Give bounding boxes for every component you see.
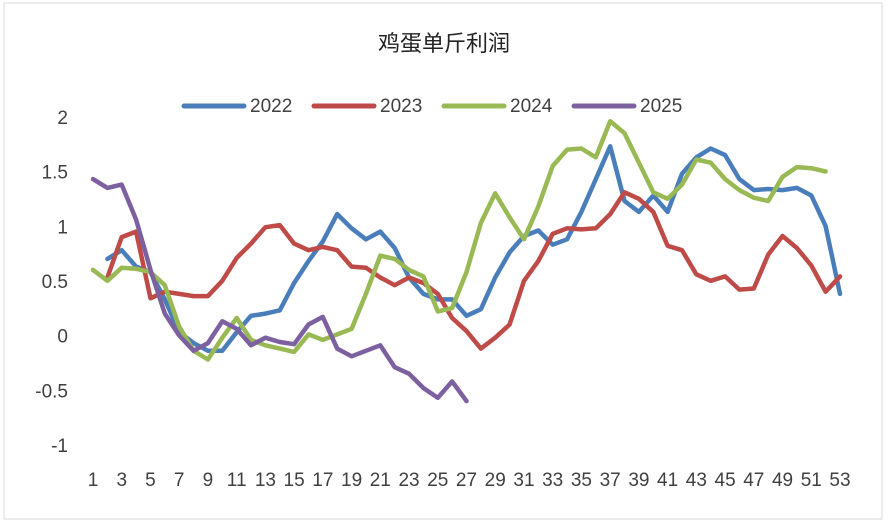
legend-label: 2022 (250, 96, 292, 117)
legend-label: 2024 (510, 96, 553, 117)
y-tick-label: -0.5 (35, 381, 68, 402)
y-tick-label: 0.5 (42, 272, 68, 293)
chart-frame (3, 2, 883, 520)
legend-label: 2025 (640, 96, 682, 117)
x-tick-label: 17 (312, 470, 333, 491)
x-tick-label: 35 (571, 470, 592, 491)
x-tick-label: 49 (772, 470, 793, 491)
x-tick-label: 37 (600, 470, 621, 491)
x-tick-label: 19 (341, 470, 362, 491)
x-tick-label: 31 (513, 470, 534, 491)
x-tick-label: 1 (88, 470, 99, 491)
series-line (90, 118, 828, 362)
series-line (90, 176, 469, 404)
x-tick-label: 11 (227, 470, 247, 491)
series-line (105, 190, 843, 351)
x-tick-label: 27 (456, 470, 477, 491)
chart-title: 鸡蛋单斤利润 (378, 31, 510, 56)
series-line (105, 144, 843, 354)
y-tick-label: 1.5 (42, 163, 68, 184)
y-tick-label: -1 (51, 436, 68, 457)
legend-label: 2023 (380, 96, 422, 117)
x-tick-label: 33 (542, 470, 563, 491)
x-tick-label: 29 (485, 470, 506, 491)
x-tick-label: 23 (398, 470, 419, 491)
x-tick-label: 45 (715, 470, 736, 491)
x-tick-label: 41 (657, 470, 678, 491)
x-tick-label: 13 (255, 470, 276, 491)
x-tick-label: 25 (427, 470, 448, 491)
x-tick-label: 39 (628, 470, 649, 491)
x-tick-label: 3 (116, 470, 127, 491)
y-tick-label: 2 (57, 108, 68, 129)
x-tick-label: 5 (145, 470, 156, 491)
x-tick-label: 9 (203, 470, 214, 491)
y-tick-label: 1 (57, 217, 68, 238)
x-tick-label: 53 (829, 470, 850, 491)
y-tick-label: 0 (57, 327, 68, 348)
x-tick-label: 43 (686, 470, 707, 491)
x-tick-label: 15 (284, 470, 305, 491)
x-tick-label: 51 (801, 470, 822, 491)
x-tick-label: 7 (174, 470, 185, 491)
x-tick-label: 47 (743, 470, 764, 491)
x-tick-label: 21 (370, 470, 391, 491)
